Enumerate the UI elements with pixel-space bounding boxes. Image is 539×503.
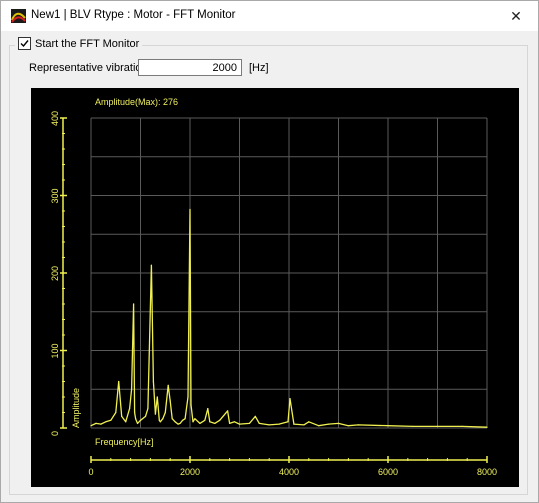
fft-data-point — [167, 384, 169, 386]
title-bar: New1 | BLV Rtype : Motor - FFT Monitor ✕ — [1, 1, 538, 31]
x-tick-label: 8000 — [477, 467, 497, 477]
fft-data-point — [134, 411, 136, 414]
start-fft-checkbox[interactable] — [18, 37, 31, 50]
y-tick-label: 100 — [50, 343, 60, 358]
amplitude-max-label: Amplitude(Max): 276 — [95, 97, 178, 107]
fft-data-point — [233, 421, 236, 423]
fft-data-point — [293, 423, 295, 425]
fft-data-point — [171, 418, 173, 420]
fft-data-point — [129, 408, 131, 410]
fft-data-point — [174, 421, 176, 423]
close-button[interactable]: ✕ — [510, 8, 522, 24]
fft-data-point — [136, 422, 139, 424]
fft-chart: Amplitude(Max): 276 Frequency[Hz] Amplit… — [31, 88, 519, 487]
y-tick-label: 0 — [50, 431, 60, 436]
x-tick-label: 2000 — [180, 467, 200, 477]
fft-data-point — [207, 408, 209, 410]
fft-data-point — [118, 380, 120, 383]
fft-data-point — [238, 423, 241, 425]
fft-data-point — [287, 421, 289, 423]
fft-data-point — [194, 418, 196, 420]
fft-data-point — [254, 415, 256, 417]
y-tick-label: 200 — [50, 266, 60, 281]
fft-data-point — [328, 423, 330, 425]
representative-vibration-field[interactable]: 2000 — [138, 59, 242, 76]
fft-data-point — [190, 404, 192, 406]
fft-data-point — [219, 419, 221, 421]
fft-data-point — [187, 396, 189, 398]
fft-data-point — [147, 408, 149, 410]
fft-data-point — [182, 419, 184, 421]
representative-vibration-label: Representative vibration — [29, 62, 148, 74]
fft-data-point — [154, 413, 156, 415]
fft-data-point — [125, 421, 127, 423]
window-title: New1 | BLV Rtype : Motor - FFT Monitor — [31, 9, 236, 21]
x-tick-label: 4000 — [279, 467, 299, 477]
fft-data-point — [131, 388, 133, 390]
fft-data-point — [135, 418, 137, 420]
fft-data-point — [258, 422, 260, 424]
fft-data-point — [308, 421, 310, 423]
app-icon — [11, 9, 26, 23]
fft-monitor-groupbox — [9, 45, 528, 495]
fft-data-point — [461, 425, 463, 427]
fft-data-point — [357, 424, 359, 426]
y-axis-title: Amplitude — [71, 388, 81, 428]
fft-data-point — [156, 396, 158, 398]
fft-data-point — [179, 422, 181, 424]
start-fft-monitor-toggle[interactable]: Start the FFT Monitor — [15, 37, 143, 52]
x-axis-title: Frequency[Hz] — [95, 437, 154, 447]
fft-data-point — [133, 303, 135, 305]
fft-data-point — [115, 411, 117, 414]
fft-data-point — [268, 424, 270, 426]
fft-data-point — [486, 426, 488, 428]
y-tick-label: 400 — [50, 111, 60, 126]
fft-data-point — [121, 415, 123, 417]
fft-data-point — [105, 421, 107, 423]
fft-data-point — [214, 422, 216, 424]
fft-data-point — [204, 419, 206, 421]
fft-data-point — [169, 400, 171, 402]
fft-data-point — [248, 422, 250, 424]
fft-data-point — [144, 415, 147, 417]
fft-data-point — [150, 264, 152, 266]
hz-unit-label: [Hz] — [249, 62, 269, 74]
fft-chart-svg: Amplitude(Max): 276 Frequency[Hz] Amplit… — [50, 97, 497, 477]
fft-data-point — [95, 422, 97, 424]
fft-data-point — [184, 418, 186, 420]
checkmark-icon — [20, 40, 29, 48]
fft-data-point — [229, 422, 231, 424]
fft-data-point — [159, 421, 161, 423]
fft-data-point — [412, 425, 414, 427]
fft-data-point — [278, 423, 280, 425]
fft-data-point — [289, 398, 291, 400]
fft-data-point — [318, 425, 320, 427]
fft-data-point — [347, 425, 349, 427]
fft-data-point — [110, 419, 112, 421]
fft-data-point — [162, 418, 164, 420]
fft-data-point — [139, 419, 142, 421]
fft-data-point — [100, 423, 102, 425]
y-tick-label: 300 — [50, 188, 60, 203]
fft-data-point — [199, 422, 201, 424]
start-fft-label: Start the FFT Monitor — [35, 38, 140, 50]
fft-data-point — [164, 411, 166, 414]
fft-data-point — [436, 425, 439, 427]
fft-data-point — [227, 410, 229, 412]
fft-data-point — [387, 425, 389, 427]
fft-data-point — [177, 423, 179, 425]
fft-data-point — [209, 421, 211, 423]
x-tick-label: 0 — [88, 467, 93, 477]
fft-data-point — [337, 422, 340, 424]
fft-data-point — [152, 380, 154, 383]
fft-data-point — [90, 425, 92, 427]
x-tick-label: 6000 — [378, 467, 398, 477]
fft-data-point — [189, 208, 191, 211]
fft-data-point — [158, 419, 160, 421]
fft-data-point — [303, 424, 305, 426]
fft-data-point — [192, 421, 194, 423]
